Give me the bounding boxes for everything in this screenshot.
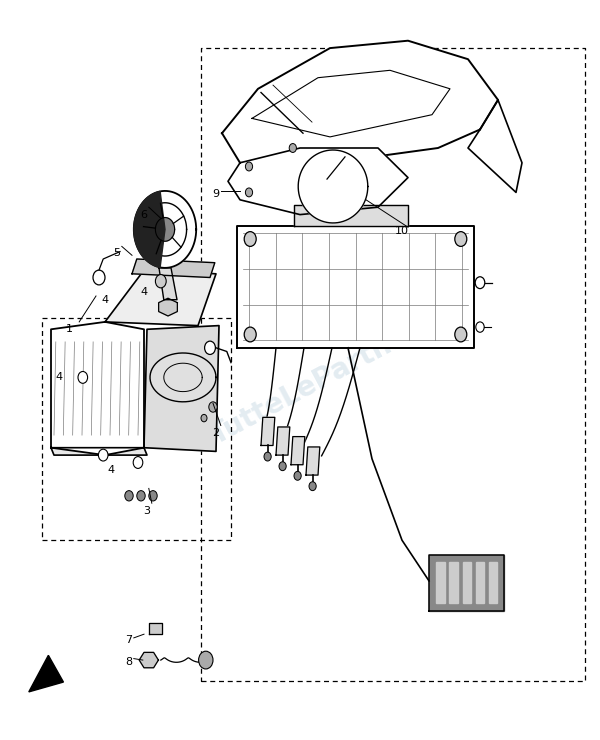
Circle shape — [201, 414, 207, 422]
Circle shape — [125, 491, 133, 501]
Polygon shape — [298, 150, 368, 223]
Text: 4: 4 — [101, 295, 109, 305]
Polygon shape — [132, 259, 215, 278]
Text: 5: 5 — [113, 248, 121, 258]
Text: 4: 4 — [55, 372, 62, 383]
Circle shape — [455, 232, 467, 246]
Polygon shape — [149, 623, 162, 634]
Polygon shape — [228, 148, 408, 215]
Text: 8: 8 — [125, 657, 133, 667]
Polygon shape — [306, 447, 320, 475]
Polygon shape — [134, 192, 165, 267]
Polygon shape — [237, 226, 474, 348]
Circle shape — [93, 270, 105, 285]
Polygon shape — [51, 322, 144, 455]
Circle shape — [289, 144, 296, 152]
Polygon shape — [144, 326, 219, 451]
Text: 10: 10 — [395, 226, 409, 236]
Text: 9: 9 — [212, 189, 220, 199]
Circle shape — [475, 277, 485, 289]
Circle shape — [199, 651, 213, 669]
Polygon shape — [105, 270, 216, 326]
Polygon shape — [29, 656, 64, 692]
Polygon shape — [449, 562, 458, 603]
Polygon shape — [222, 41, 498, 163]
Circle shape — [455, 327, 467, 342]
Circle shape — [98, 449, 108, 461]
Polygon shape — [261, 417, 275, 445]
Circle shape — [137, 491, 145, 501]
Circle shape — [264, 452, 271, 461]
Circle shape — [244, 232, 256, 246]
Text: TutteLeParti.it: TutteLeParti.it — [206, 320, 418, 450]
Polygon shape — [134, 191, 196, 268]
Text: 6: 6 — [140, 209, 148, 220]
Polygon shape — [436, 562, 445, 603]
Polygon shape — [51, 448, 147, 455]
Polygon shape — [155, 218, 175, 241]
Circle shape — [279, 462, 286, 471]
Polygon shape — [150, 353, 216, 402]
Circle shape — [309, 482, 316, 491]
Circle shape — [245, 162, 253, 171]
Polygon shape — [429, 555, 504, 610]
Circle shape — [155, 275, 166, 288]
Polygon shape — [276, 427, 290, 455]
Text: 3: 3 — [143, 505, 151, 516]
Circle shape — [245, 188, 253, 197]
Polygon shape — [463, 562, 471, 603]
Circle shape — [78, 371, 88, 383]
Circle shape — [209, 402, 217, 412]
Polygon shape — [476, 562, 484, 603]
Circle shape — [205, 341, 215, 354]
Text: 4: 4 — [107, 465, 115, 475]
Circle shape — [476, 322, 484, 332]
Polygon shape — [159, 268, 177, 300]
Circle shape — [294, 471, 301, 480]
Polygon shape — [158, 298, 178, 316]
Circle shape — [149, 491, 157, 501]
Polygon shape — [489, 562, 497, 603]
Circle shape — [133, 457, 143, 468]
Polygon shape — [139, 653, 158, 667]
Text: 7: 7 — [125, 635, 133, 645]
Text: 1: 1 — [65, 324, 73, 334]
Circle shape — [244, 327, 256, 342]
Polygon shape — [294, 205, 408, 226]
Text: 2: 2 — [212, 428, 220, 438]
Polygon shape — [468, 100, 522, 192]
Polygon shape — [291, 437, 305, 465]
Text: 4: 4 — [140, 287, 148, 297]
